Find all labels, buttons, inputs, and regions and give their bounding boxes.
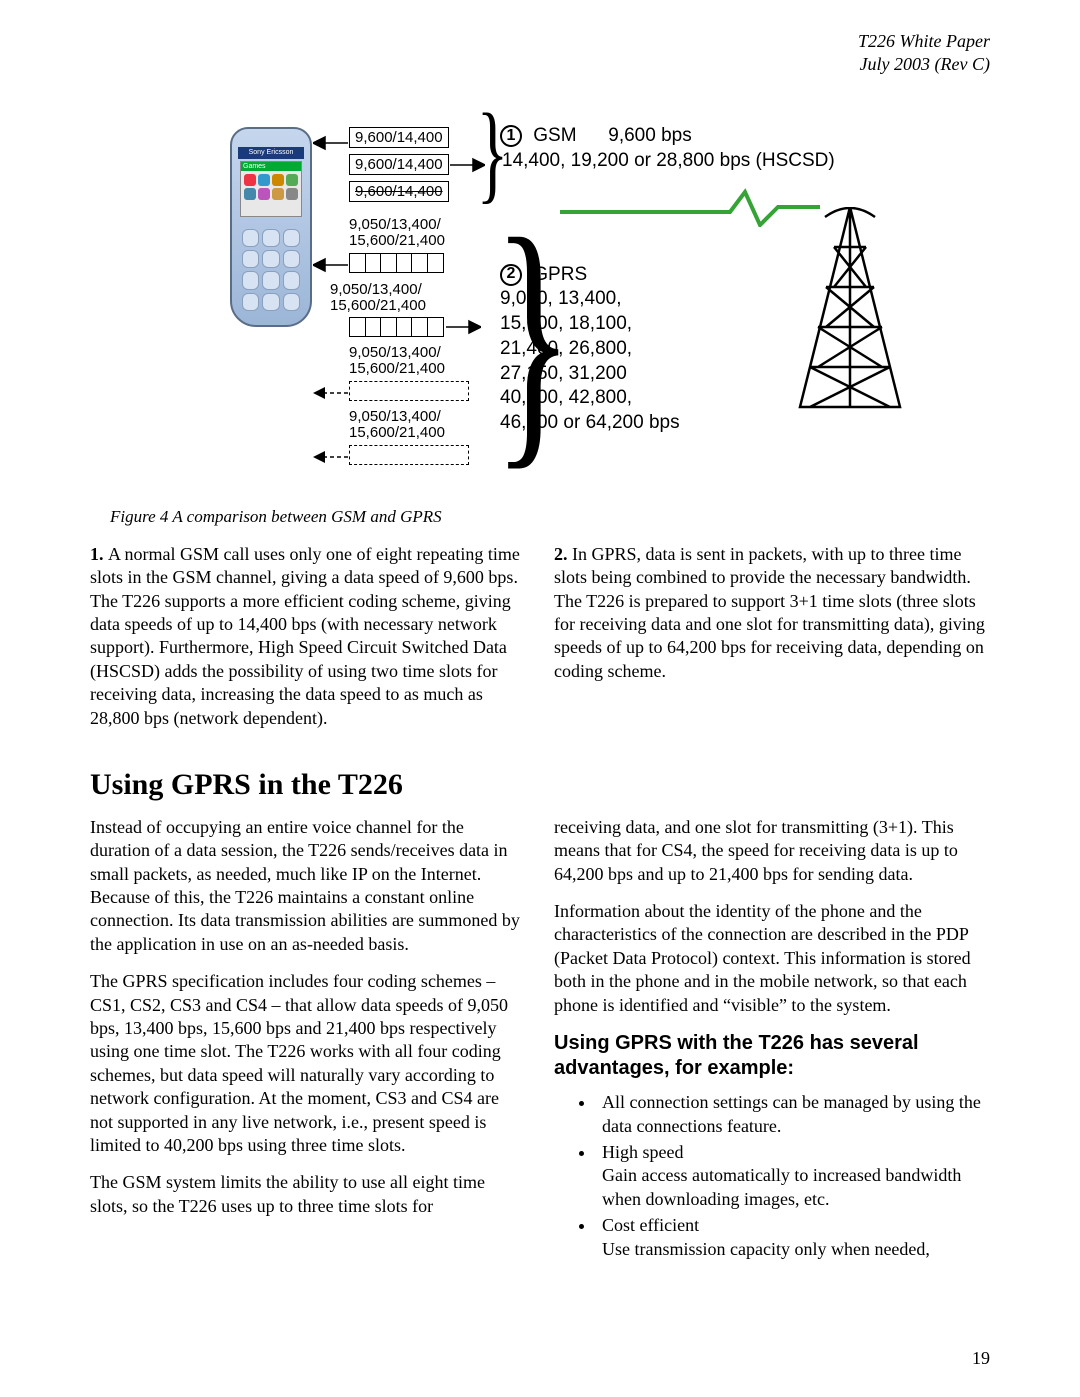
para1: A normal GSM call uses only one of eight…	[90, 544, 520, 728]
body-l2: The GPRS specification includes four cod…	[90, 970, 526, 1157]
gprs-slot-label-2: 9,050/13,400/ 15,600/21,400	[330, 282, 426, 315]
body-columns: Instead of occupying an entire voice cha…	[90, 816, 990, 1263]
adv-2: High speed Gain access automatically to …	[596, 1141, 990, 1212]
dashed-arrow-left-icon	[313, 449, 348, 465]
body-l1: Instead of occupying an entire voice cha…	[90, 816, 526, 956]
header-line2: July 2003 (Rev C)	[90, 53, 990, 76]
page-header: T226 White Paper July 2003 (Rev C)	[90, 30, 990, 77]
figure-caption: Figure 4 A comparison between GSM and GP…	[110, 507, 990, 527]
gsm-slot-3: 9,600/14,400	[349, 181, 449, 202]
circle-1: 1	[500, 125, 522, 147]
arrow-left-icon	[313, 135, 348, 151]
gprs-l4: 27,150, 31,200	[500, 362, 680, 387]
gprs-slot-label-1: 9,050/13,400/ 15,600/21,400	[349, 217, 445, 250]
dashed-arrow-left-icon	[313, 385, 348, 401]
arrow-left-icon	[313, 257, 348, 273]
gprs-dashed-row-1	[349, 381, 469, 401]
signal-line	[560, 187, 820, 227]
phone-illustration: Sony Ericsson Games	[230, 127, 312, 327]
body-l3: The GSM system limits the ability to use…	[90, 1171, 526, 1218]
gprs-slot-row-2	[349, 317, 444, 337]
para2: In GPRS, data is sent in packets, with u…	[554, 544, 985, 681]
para2-lead: 2.	[554, 544, 568, 564]
advantages-title: Using GPRS with the T226 has several adv…	[554, 1031, 990, 1081]
header-line1: T226 White Paper	[90, 30, 990, 53]
circle-2: 2	[500, 264, 522, 286]
gprs-slot-row-1	[349, 253, 444, 273]
section-title: Using GPRS in the T226	[90, 768, 990, 802]
gsm-speed: 9,600 bps	[608, 125, 691, 146]
gsm-slot-2: 9,600/14,400	[349, 154, 449, 175]
gprs-l6: 46,800 or 64,200 bps	[500, 411, 680, 436]
page-number: 19	[972, 1348, 990, 1369]
gprs-text-block: 2 GPRS 9,050, 13,400, 15,600, 18,100, 21…	[500, 263, 680, 436]
gprs-l2: 15,600, 18,100,	[500, 312, 680, 337]
gprs-dashed-row-2	[349, 445, 469, 465]
gsm-text-block: 1 GSM 9,600 bps 14,400, 19,200 or 28,800…	[500, 123, 835, 174]
gsm-slot-1: 9,600/14,400	[349, 127, 449, 148]
gprs-slot-label-3: 9,050/13,400/ 15,600/21,400	[349, 345, 445, 378]
gprs-title: GPRS	[533, 264, 587, 285]
phone-screen-title: Games	[241, 162, 301, 171]
body-r1: receiving data, and one slot for transmi…	[554, 816, 990, 886]
gsm-hscsd: 14,400, 19,200 or 28,800 bps (HSCSD)	[502, 148, 835, 174]
gprs-l1: 9,050, 13,400,	[500, 287, 680, 312]
gsm-gprs-diagram: Sony Ericsson Games 9,600/14,400 9,600/1…	[150, 117, 930, 497]
adv-1: All connection settings can be managed b…	[596, 1091, 990, 1139]
numbered-paragraphs: 1. A normal GSM call uses only one of ei…	[90, 543, 990, 744]
gprs-l3: 21,400, 26,800,	[500, 337, 680, 362]
gprs-slot-label-4: 9,050/13,400/ 15,600/21,400	[349, 409, 445, 442]
adv-3: Cost efficient Use transmission capacity…	[596, 1214, 990, 1262]
para1-lead: 1.	[90, 544, 104, 564]
advantages-list: All connection settings can be managed b…	[554, 1091, 990, 1261]
phone-brand-banner: Sony Ericsson	[238, 147, 304, 159]
gsm-title: GSM	[533, 125, 576, 146]
body-r2: Information about the identity of the ph…	[554, 900, 990, 1017]
tower-icon	[790, 207, 910, 417]
arrow-right-icon	[446, 319, 481, 335]
gprs-l5: 40,200, 42,800,	[500, 386, 680, 411]
